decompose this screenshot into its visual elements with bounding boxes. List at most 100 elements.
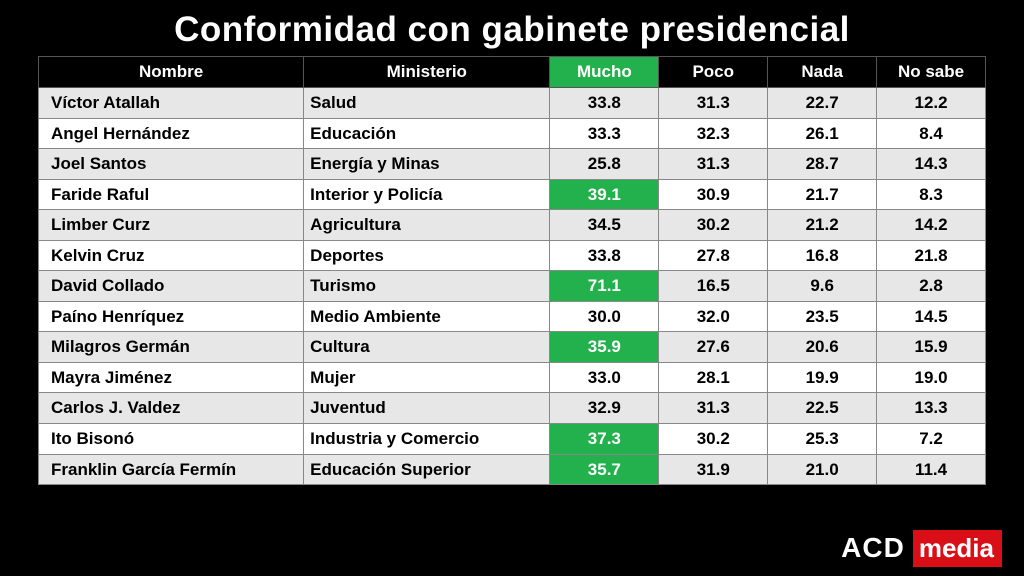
cell-nosabe: 14.3 xyxy=(877,149,986,180)
cell-nombre: Franklin García Fermín xyxy=(39,454,304,485)
cell-nada: 21.7 xyxy=(768,179,877,210)
cell-nosabe: 14.5 xyxy=(877,301,986,332)
cell-mucho: 35.7 xyxy=(550,454,659,485)
cell-mucho: 25.8 xyxy=(550,149,659,180)
cell-ministerio: Medio Ambiente xyxy=(304,301,550,332)
table-row: Carlos J. ValdezJuventud32.931.322.513.3 xyxy=(39,393,986,424)
cell-nombre: Víctor Atallah xyxy=(39,88,304,119)
cabinet-table: Nombre Ministerio Mucho Poco Nada No sab… xyxy=(38,56,986,485)
cell-nosabe: 7.2 xyxy=(877,424,986,455)
col-nada: Nada xyxy=(768,57,877,88)
cell-poco: 16.5 xyxy=(659,271,768,302)
cell-nosabe: 2.8 xyxy=(877,271,986,302)
cell-nombre: Limber Curz xyxy=(39,210,304,241)
cell-nombre: Angel Hernández xyxy=(39,118,304,149)
cell-nombre: Faride Raful xyxy=(39,179,304,210)
table-row: Faride RafulInterior y Policía39.130.921… xyxy=(39,179,986,210)
cell-mucho: 33.8 xyxy=(550,88,659,119)
cell-ministerio: Deportes xyxy=(304,240,550,271)
table-row: Ito BisonóIndustria y Comercio37.330.225… xyxy=(39,424,986,455)
table-body: Víctor AtallahSalud33.831.322.712.2Angel… xyxy=(39,88,986,485)
cell-mucho: 33.8 xyxy=(550,240,659,271)
cell-nombre: Ito Bisonó xyxy=(39,424,304,455)
cell-nada: 25.3 xyxy=(768,424,877,455)
table-row: Milagros GermánCultura35.927.620.615.9 xyxy=(39,332,986,363)
cell-poco: 31.3 xyxy=(659,88,768,119)
cell-nosabe: 14.2 xyxy=(877,210,986,241)
cell-nombre: David Collado xyxy=(39,271,304,302)
cell-poco: 30.9 xyxy=(659,179,768,210)
cell-nombre: Kelvin Cruz xyxy=(39,240,304,271)
cell-nosabe: 13.3 xyxy=(877,393,986,424)
cell-poco: 28.1 xyxy=(659,362,768,393)
cell-mucho: 35.9 xyxy=(550,332,659,363)
page-title: Conformidad con gabinete presidencial xyxy=(38,10,986,50)
cell-ministerio: Juventud xyxy=(304,393,550,424)
cell-nosabe: 19.0 xyxy=(877,362,986,393)
logo-right-text: media xyxy=(913,530,1002,567)
cell-ministerio: Mujer xyxy=(304,362,550,393)
cell-nada: 19.9 xyxy=(768,362,877,393)
cell-nada: 23.5 xyxy=(768,301,877,332)
cell-nada: 22.5 xyxy=(768,393,877,424)
table-row: Kelvin CruzDeportes33.827.816.821.8 xyxy=(39,240,986,271)
cell-poco: 31.9 xyxy=(659,454,768,485)
cell-ministerio: Educación Superior xyxy=(304,454,550,485)
cell-mucho: 33.0 xyxy=(550,362,659,393)
table-row: Víctor AtallahSalud33.831.322.712.2 xyxy=(39,88,986,119)
cell-poco: 32.0 xyxy=(659,301,768,332)
cell-poco: 30.2 xyxy=(659,424,768,455)
cell-nosabe: 15.9 xyxy=(877,332,986,363)
cell-ministerio: Energía y Minas xyxy=(304,149,550,180)
cell-nada: 20.6 xyxy=(768,332,877,363)
cell-ministerio: Industria y Comercio xyxy=(304,424,550,455)
col-nosabe: No sabe xyxy=(877,57,986,88)
table-row: Mayra JiménezMujer33.028.119.919.0 xyxy=(39,362,986,393)
cell-nada: 28.7 xyxy=(768,149,877,180)
col-nombre: Nombre xyxy=(39,57,304,88)
logo-left-text: ACD xyxy=(833,528,913,568)
table-row: Joel SantosEnergía y Minas25.831.328.714… xyxy=(39,149,986,180)
col-mucho: Mucho xyxy=(550,57,659,88)
table-header-row: Nombre Ministerio Mucho Poco Nada No sab… xyxy=(39,57,986,88)
cell-nombre: Milagros Germán xyxy=(39,332,304,363)
cell-mucho: 39.1 xyxy=(550,179,659,210)
cell-nada: 16.8 xyxy=(768,240,877,271)
cell-ministerio: Agricultura xyxy=(304,210,550,241)
cell-mucho: 30.0 xyxy=(550,301,659,332)
cell-ministerio: Cultura xyxy=(304,332,550,363)
cell-ministerio: Educación xyxy=(304,118,550,149)
cell-nosabe: 11.4 xyxy=(877,454,986,485)
table-row: Paíno HenríquezMedio Ambiente30.032.023.… xyxy=(39,301,986,332)
cell-poco: 30.2 xyxy=(659,210,768,241)
cell-nada: 22.7 xyxy=(768,88,877,119)
table-row: Angel HernándezEducación33.332.326.18.4 xyxy=(39,118,986,149)
table-row: Franklin García FermínEducación Superior… xyxy=(39,454,986,485)
cell-nada: 21.2 xyxy=(768,210,877,241)
cell-ministerio: Interior y Policía xyxy=(304,179,550,210)
cell-mucho: 32.9 xyxy=(550,393,659,424)
cell-ministerio: Salud xyxy=(304,88,550,119)
cell-mucho: 71.1 xyxy=(550,271,659,302)
cell-mucho: 37.3 xyxy=(550,424,659,455)
brand-logo: ACD media xyxy=(833,528,1002,568)
col-poco: Poco xyxy=(659,57,768,88)
cell-nombre: Carlos J. Valdez xyxy=(39,393,304,424)
cell-nosabe: 8.3 xyxy=(877,179,986,210)
table-row: Limber CurzAgricultura34.530.221.214.2 xyxy=(39,210,986,241)
cell-nombre: Joel Santos xyxy=(39,149,304,180)
cell-nosabe: 8.4 xyxy=(877,118,986,149)
cell-mucho: 33.3 xyxy=(550,118,659,149)
cell-nada: 9.6 xyxy=(768,271,877,302)
cell-nombre: Mayra Jiménez xyxy=(39,362,304,393)
cell-nosabe: 12.2 xyxy=(877,88,986,119)
col-ministerio: Ministerio xyxy=(304,57,550,88)
cell-nombre: Paíno Henríquez xyxy=(39,301,304,332)
cell-poco: 27.8 xyxy=(659,240,768,271)
cell-poco: 27.6 xyxy=(659,332,768,363)
table-row: David ColladoTurismo71.116.59.62.8 xyxy=(39,271,986,302)
cell-nada: 21.0 xyxy=(768,454,877,485)
cell-ministerio: Turismo xyxy=(304,271,550,302)
cell-nosabe: 21.8 xyxy=(877,240,986,271)
cell-poco: 32.3 xyxy=(659,118,768,149)
